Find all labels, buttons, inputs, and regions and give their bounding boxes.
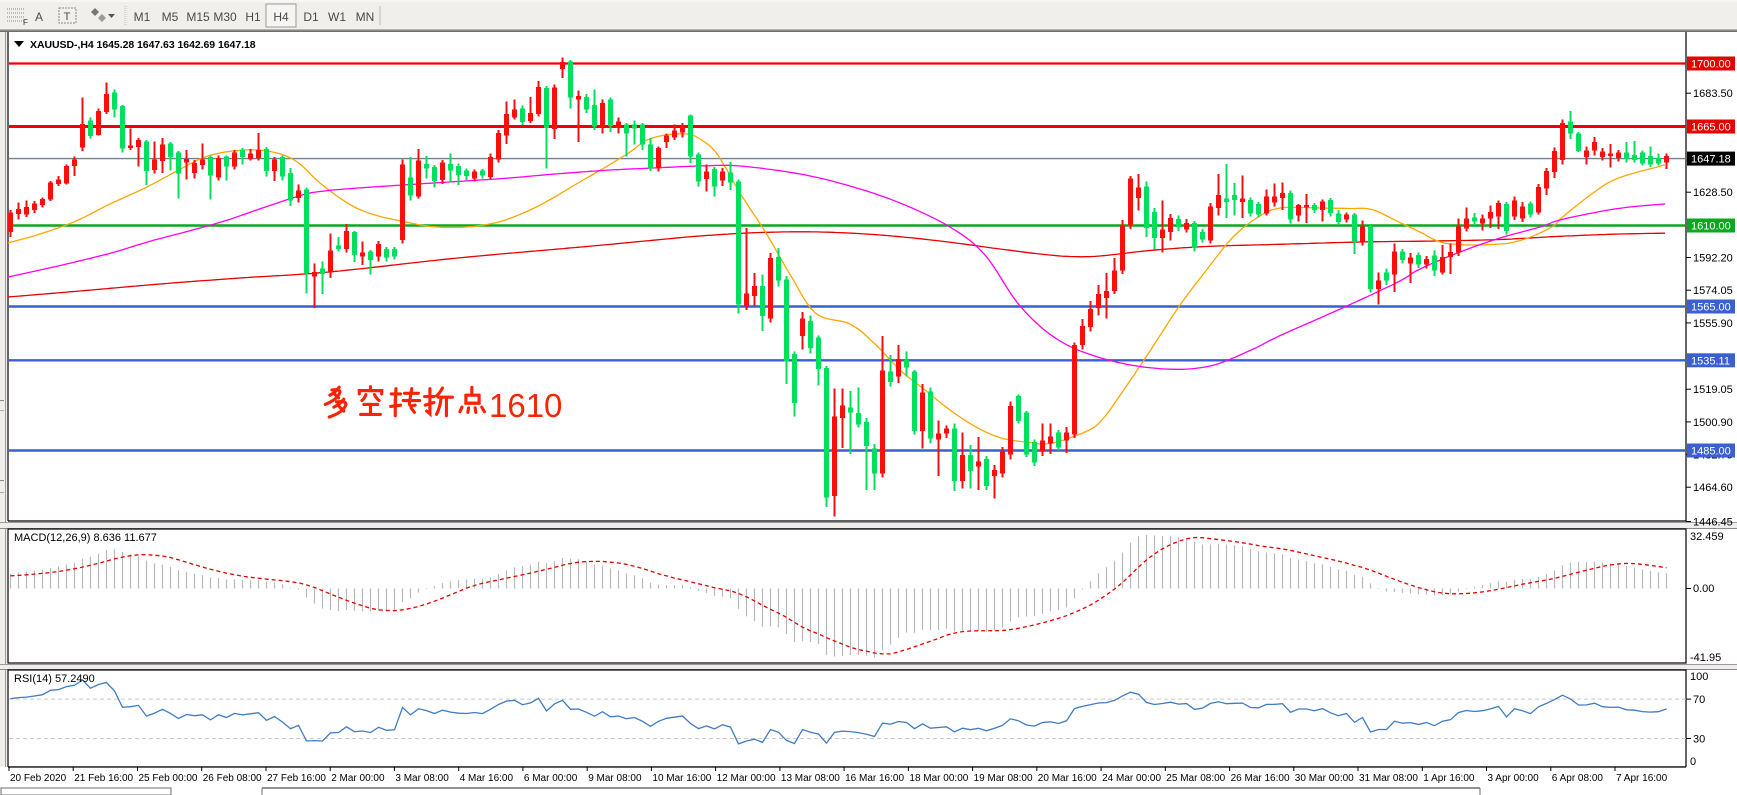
svg-text:M1: M1 bbox=[134, 10, 151, 24]
svg-text:100: 100 bbox=[1690, 671, 1708, 683]
svg-text:T: T bbox=[64, 11, 71, 23]
svg-text:1519.05: 1519.05 bbox=[1693, 384, 1733, 396]
svg-text:1665.00: 1665.00 bbox=[1691, 122, 1731, 134]
svg-text:MN: MN bbox=[356, 10, 375, 24]
svg-text:25 Mar 08:00: 25 Mar 08:00 bbox=[1166, 773, 1225, 784]
svg-text:M5: M5 bbox=[162, 10, 179, 24]
svg-text:6 Apr 08:00: 6 Apr 08:00 bbox=[1552, 773, 1604, 784]
svg-text:20 Mar 16:00: 20 Mar 16:00 bbox=[1038, 773, 1097, 784]
svg-text:1610: 1610 bbox=[489, 387, 562, 424]
svg-text:30 Mar 00:00: 30 Mar 00:00 bbox=[1295, 773, 1354, 784]
svg-text:0.00: 0.00 bbox=[1693, 583, 1714, 595]
svg-text:RSI(14) 57.2490: RSI(14) 57.2490 bbox=[14, 673, 95, 685]
svg-text:31 Mar 08:00: 31 Mar 08:00 bbox=[1359, 773, 1418, 784]
svg-text:30: 30 bbox=[1693, 734, 1705, 746]
svg-text:27 Feb 16:00: 27 Feb 16:00 bbox=[267, 773, 326, 784]
svg-text:26 Mar 16:00: 26 Mar 16:00 bbox=[1231, 773, 1290, 784]
svg-text:1628.50: 1628.50 bbox=[1693, 187, 1733, 199]
svg-text:1485.00: 1485.00 bbox=[1691, 446, 1731, 458]
svg-text:A: A bbox=[35, 10, 43, 24]
svg-text:F: F bbox=[23, 18, 28, 27]
svg-text:3 Apr 00:00: 3 Apr 00:00 bbox=[1488, 773, 1540, 784]
svg-text:26 Feb 08:00: 26 Feb 08:00 bbox=[203, 773, 262, 784]
svg-text:12 Mar 00:00: 12 Mar 00:00 bbox=[717, 773, 776, 784]
svg-text:H4: H4 bbox=[273, 10, 289, 24]
svg-text:19 Mar 08:00: 19 Mar 08:00 bbox=[974, 773, 1033, 784]
svg-text:2 Mar 00:00: 2 Mar 00:00 bbox=[331, 773, 385, 784]
svg-text:7 Apr 16:00: 7 Apr 16:00 bbox=[1616, 773, 1668, 784]
svg-text:1446.45: 1446.45 bbox=[1693, 517, 1733, 529]
svg-text:70: 70 bbox=[1693, 694, 1705, 706]
svg-text:H1: H1 bbox=[245, 10, 261, 24]
svg-text:MACD(12,26,9) 8.636 11.677: MACD(12,26,9) 8.636 11.677 bbox=[14, 532, 157, 544]
svg-text:25 Feb 00:00: 25 Feb 00:00 bbox=[139, 773, 198, 784]
svg-text:21 Feb 16:00: 21 Feb 16:00 bbox=[74, 773, 133, 784]
svg-text:0: 0 bbox=[1690, 756, 1696, 768]
svg-text:1574.05: 1574.05 bbox=[1693, 285, 1733, 297]
svg-text:24 Mar 00:00: 24 Mar 00:00 bbox=[1102, 773, 1161, 784]
svg-text:9 Mar 08:00: 9 Mar 08:00 bbox=[588, 773, 642, 784]
svg-text:1464.60: 1464.60 bbox=[1693, 482, 1733, 494]
svg-text:18 Mar 00:00: 18 Mar 00:00 bbox=[909, 773, 968, 784]
svg-text:1610.00: 1610.00 bbox=[1691, 221, 1731, 233]
svg-text:6 Mar 00:00: 6 Mar 00:00 bbox=[524, 773, 578, 784]
svg-text:20 Feb 2020: 20 Feb 2020 bbox=[10, 773, 67, 784]
svg-text:1 Apr 16:00: 1 Apr 16:00 bbox=[1423, 773, 1475, 784]
svg-text:1535.11: 1535.11 bbox=[1691, 355, 1730, 367]
svg-text:W1: W1 bbox=[328, 10, 346, 24]
svg-text:1592.20: 1592.20 bbox=[1693, 253, 1733, 265]
svg-text:M15: M15 bbox=[186, 10, 210, 24]
svg-text:32.459: 32.459 bbox=[1690, 531, 1724, 543]
svg-text:10 Mar 16:00: 10 Mar 16:00 bbox=[652, 773, 711, 784]
svg-text:1555.90: 1555.90 bbox=[1693, 318, 1733, 330]
svg-text:XAUUSD-,H4 1645.28 1647.63 16: XAUUSD-,H4 1645.28 1647.63 1642.69 1647.… bbox=[30, 39, 256, 51]
svg-text:-41.95: -41.95 bbox=[1690, 652, 1721, 664]
svg-text:D1: D1 bbox=[303, 10, 319, 24]
svg-text:1500.90: 1500.90 bbox=[1693, 417, 1733, 429]
svg-text:16 Mar 16:00: 16 Mar 16:00 bbox=[845, 773, 904, 784]
svg-text:M30: M30 bbox=[213, 10, 237, 24]
svg-text:13 Mar 08:00: 13 Mar 08:00 bbox=[781, 773, 840, 784]
svg-text:1683.50: 1683.50 bbox=[1693, 88, 1733, 100]
svg-text:3 Mar 08:00: 3 Mar 08:00 bbox=[395, 773, 449, 784]
svg-text:1565.00: 1565.00 bbox=[1691, 302, 1731, 314]
svg-text:4 Mar 16:00: 4 Mar 16:00 bbox=[460, 773, 514, 784]
svg-text:1647.18: 1647.18 bbox=[1691, 154, 1731, 166]
svg-text:1700.00: 1700.00 bbox=[1691, 59, 1731, 71]
